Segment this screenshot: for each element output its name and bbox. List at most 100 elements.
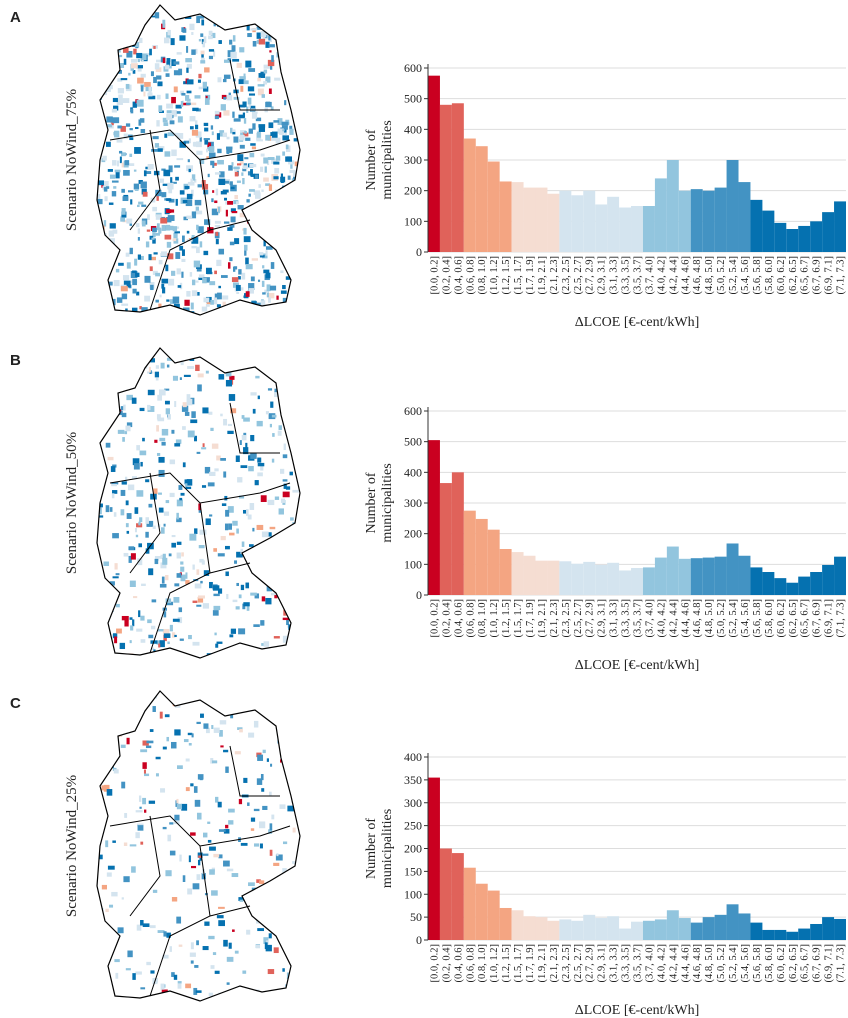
map-region bbox=[208, 992, 214, 997]
map-region bbox=[223, 418, 228, 426]
map-region bbox=[123, 169, 130, 176]
map-region bbox=[145, 356, 150, 363]
map-region bbox=[147, 92, 153, 97]
map-region bbox=[184, 299, 190, 306]
map-region bbox=[247, 97, 252, 105]
map-region bbox=[299, 248, 300, 251]
map-region bbox=[257, 395, 260, 400]
map-region bbox=[195, 48, 198, 54]
map-region bbox=[131, 397, 137, 404]
map-region bbox=[146, 999, 152, 1001]
map-region bbox=[180, 561, 184, 565]
map-region bbox=[188, 855, 191, 863]
map-region bbox=[227, 227, 233, 231]
map-region bbox=[305, 318, 308, 322]
y-tick-label: 0 bbox=[416, 245, 422, 259]
map-region bbox=[302, 257, 305, 262]
map-region bbox=[118, 94, 123, 100]
map-region bbox=[223, 180, 229, 184]
map-region bbox=[201, 872, 206, 880]
map-region bbox=[292, 56, 295, 63]
map-region bbox=[238, 495, 245, 499]
map-region bbox=[231, 45, 236, 52]
map-region bbox=[214, 348, 218, 350]
map-region bbox=[128, 72, 131, 76]
map-region bbox=[209, 514, 213, 517]
map-region bbox=[111, 191, 117, 197]
map-region bbox=[250, 453, 257, 459]
y-tick-label: 200 bbox=[404, 842, 422, 856]
map-region bbox=[140, 987, 146, 990]
map-region bbox=[225, 571, 229, 577]
map-region bbox=[185, 983, 192, 989]
map-region bbox=[174, 705, 181, 708]
map-region bbox=[183, 216, 188, 221]
map-region bbox=[296, 996, 300, 1000]
map-region bbox=[292, 231, 295, 239]
map-region bbox=[114, 130, 120, 138]
map-region bbox=[189, 23, 195, 31]
map-region bbox=[287, 63, 294, 67]
map-region bbox=[186, 79, 194, 85]
map-region bbox=[239, 212, 245, 218]
map-region bbox=[282, 841, 288, 845]
map-region bbox=[172, 375, 179, 381]
map-region bbox=[238, 594, 242, 599]
map-region bbox=[218, 829, 226, 832]
map-region bbox=[259, 900, 263, 905]
map-region bbox=[132, 476, 138, 480]
map-region bbox=[114, 37, 117, 42]
map-region bbox=[281, 0, 286, 2]
map-region bbox=[191, 733, 194, 738]
map-region bbox=[232, 35, 236, 42]
map-region bbox=[151, 237, 155, 240]
map-region bbox=[218, 40, 222, 44]
map-region bbox=[171, 632, 176, 638]
map-region bbox=[98, 90, 102, 94]
map-region bbox=[305, 864, 309, 870]
map-region bbox=[277, 13, 283, 21]
map-region bbox=[190, 397, 195, 405]
map-region bbox=[107, 456, 114, 461]
map-region bbox=[132, 270, 137, 273]
map-region bbox=[97, 19, 102, 27]
map-region bbox=[211, 208, 219, 216]
map-region bbox=[294, 161, 299, 167]
map-region bbox=[122, 98, 130, 103]
map-region bbox=[121, 481, 127, 485]
map-region bbox=[110, 661, 116, 664]
map-region bbox=[223, 829, 230, 834]
x-tick-label: (4.4, 4.6] bbox=[680, 944, 691, 983]
map-region bbox=[97, 166, 98, 172]
map-region bbox=[132, 363, 137, 367]
map-region bbox=[241, 435, 247, 441]
map-region bbox=[154, 555, 161, 559]
map-region bbox=[215, 691, 221, 693]
x-tick-label: (7.1, 7.3] bbox=[836, 944, 847, 983]
y-tick-label: 300 bbox=[404, 796, 422, 810]
map-region bbox=[269, 823, 273, 831]
map-region bbox=[162, 287, 166, 294]
map-region bbox=[229, 257, 233, 262]
map-region bbox=[207, 173, 210, 178]
x-tick-label: (5.0, 5.2] bbox=[716, 256, 727, 295]
map-region bbox=[191, 174, 196, 181]
map-region bbox=[168, 553, 172, 557]
map-region bbox=[127, 24, 135, 29]
map-region bbox=[270, 30, 278, 37]
map-region bbox=[279, 804, 286, 809]
map-region bbox=[137, 254, 142, 260]
map-region bbox=[135, 534, 139, 538]
bar bbox=[822, 212, 835, 252]
x-tick-label: (1.0, 1.2] bbox=[489, 599, 500, 638]
map-region bbox=[164, 234, 172, 240]
map-region bbox=[254, 480, 259, 486]
map-region bbox=[195, 364, 200, 372]
panel-letter: A bbox=[10, 9, 21, 26]
map-region bbox=[189, 102, 197, 106]
map-region bbox=[167, 225, 174, 231]
map-region bbox=[109, 581, 115, 586]
map-region bbox=[112, 229, 118, 234]
x-tick-label: (2.9, 3.1] bbox=[597, 944, 608, 983]
map-region bbox=[277, 370, 282, 376]
